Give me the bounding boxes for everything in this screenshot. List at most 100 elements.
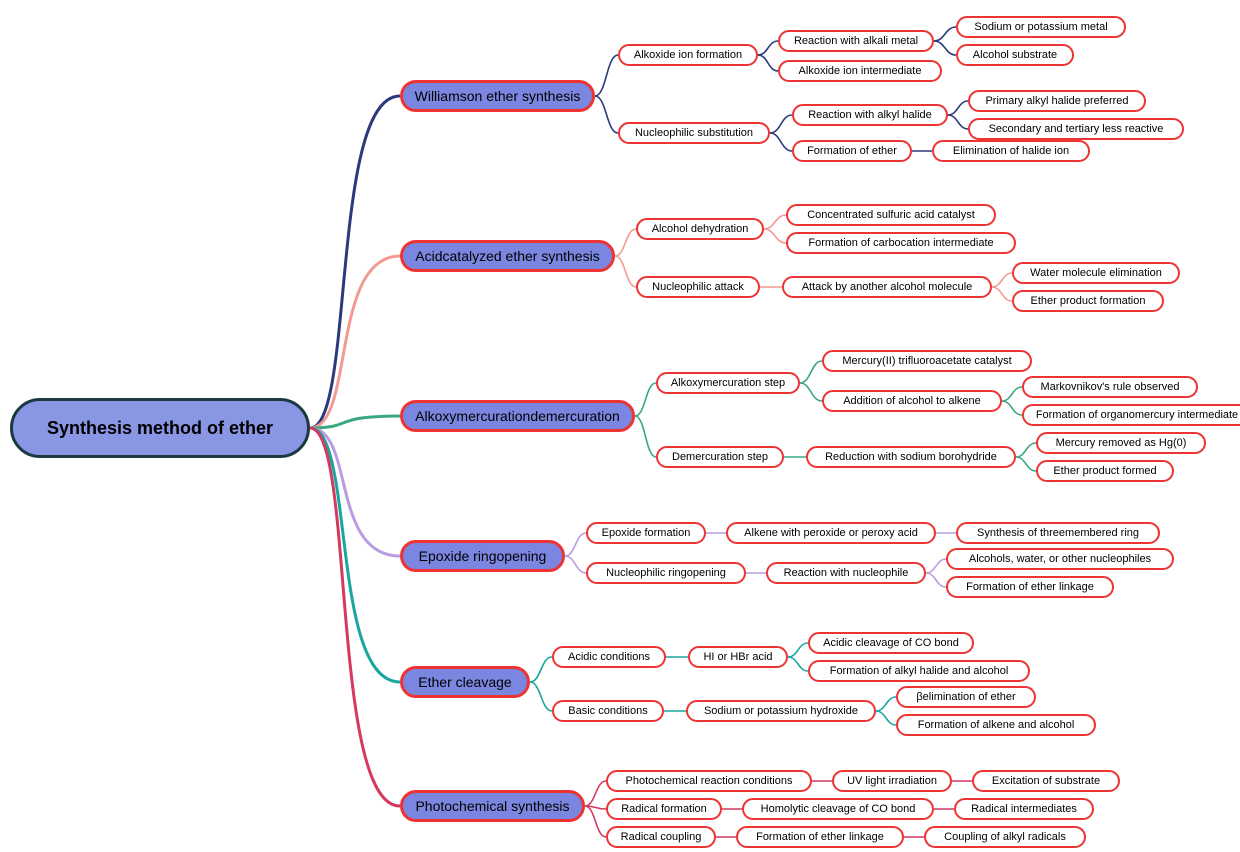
connector (948, 115, 968, 129)
mindmap-node: Formation of ether (792, 140, 912, 162)
connector (565, 533, 586, 556)
mindmap-node: Radical intermediates (954, 798, 1094, 820)
connector (758, 55, 778, 71)
connector (310, 96, 400, 428)
connector (926, 559, 946, 573)
connector (615, 229, 636, 256)
mindmap-node: Formation of alkyl halide and alcohol (808, 660, 1030, 682)
mindmap-node: Ether product formation (1012, 290, 1164, 312)
connector (615, 256, 636, 287)
mindmap-node: Sodium or potassium metal (956, 16, 1126, 38)
mindmap-node: Photochemical synthesis (400, 790, 585, 822)
mindmap-node: Sodium or potassium hydroxide (686, 700, 876, 722)
root-node: Synthesis method of ether (10, 398, 310, 458)
connector (585, 806, 606, 837)
mindmap-node: Alcohol substrate (956, 44, 1074, 66)
connector (595, 96, 618, 133)
mindmap-node: Water molecule elimination (1012, 262, 1180, 284)
connector (764, 215, 786, 229)
connector (310, 428, 400, 556)
mindmap-node: Photochemical reaction conditions (606, 770, 812, 792)
mindmap-node: Acidcatalyzed ether synthesis (400, 240, 615, 272)
mindmap-node: Alkoxymercuration step (656, 372, 800, 394)
connector (1016, 457, 1036, 471)
mindmap-node: Alkoxide ion intermediate (778, 60, 942, 82)
mindmap-node: Homolytic cleavage of CO bond (742, 798, 934, 820)
mindmap-node: Mercury(II) trifluoroacetate catalyst (822, 350, 1032, 372)
mindmap-node: Formation of ether linkage (946, 576, 1114, 598)
connector (565, 556, 586, 573)
connector (530, 657, 552, 682)
connector (934, 41, 956, 55)
mindmap-node: Alkoxide ion formation (618, 44, 758, 66)
connector (595, 55, 618, 96)
mindmap-node: Formation of alkene and alcohol (896, 714, 1096, 736)
connector (788, 657, 808, 671)
mindmap-node: Radical coupling (606, 826, 716, 848)
connector (310, 256, 400, 428)
connector (770, 133, 792, 151)
mindmap-node: Epoxide formation (586, 522, 706, 544)
connector (876, 697, 896, 711)
connector (926, 573, 946, 587)
mindmap-node: Acidic cleavage of CO bond (808, 632, 974, 654)
mindmap-node: Alcohol dehydration (636, 218, 764, 240)
mindmap-node: Markovnikov's rule observed (1022, 376, 1198, 398)
connector (800, 383, 822, 401)
connector (310, 416, 400, 428)
mindmap-node: Formation of ether linkage (736, 826, 904, 848)
connector (758, 41, 778, 55)
mindmap-node: Mercury removed as Hg(0) (1036, 432, 1206, 454)
mindmap-node: HI or HBr acid (688, 646, 788, 668)
mindmap-node: Formation of organomercury intermediate (1022, 404, 1240, 426)
mindmap-node: Basic conditions (552, 700, 664, 722)
mindmap-node: Nucleophilic ringopening (586, 562, 746, 584)
mindmap-node: Reduction with sodium borohydride (806, 446, 1016, 468)
mindmap-node: UV light irradiation (832, 770, 952, 792)
mindmap-node: Reaction with nucleophile (766, 562, 926, 584)
connector (934, 27, 956, 41)
connector (876, 711, 896, 725)
mindmap-node: Ether cleavage (400, 666, 530, 698)
mindmap-node: βelimination of ether (896, 686, 1036, 708)
mindmap-node: Nucleophilic substitution (618, 122, 770, 144)
mindmap-node: Epoxide ringopening (400, 540, 565, 572)
mindmap-node: Secondary and tertiary less reactive (968, 118, 1184, 140)
connector (530, 682, 552, 711)
mindmap-node: Formation of carbocation intermediate (786, 232, 1016, 254)
mindmap-node: Demercuration step (656, 446, 784, 468)
mindmap-node: Synthesis of threemembered ring (956, 522, 1160, 544)
mindmap-node: Alcohols, water, or other nucleophiles (946, 548, 1174, 570)
mindmap-node: Addition of alcohol to alkene (822, 390, 1002, 412)
mindmap-node: Acidic conditions (552, 646, 666, 668)
connector (788, 643, 808, 657)
mindmap-node: Alkene with peroxide or peroxy acid (726, 522, 936, 544)
connector (310, 428, 400, 682)
mindmap-node: Radical formation (606, 798, 722, 820)
connector (764, 229, 786, 243)
connector (770, 115, 792, 133)
connector (800, 361, 822, 383)
connector (310, 428, 400, 806)
connector (585, 806, 606, 809)
mindmap-node: Reaction with alkyl halide (792, 104, 948, 126)
mindmap-node: Concentrated sulfuric acid catalyst (786, 204, 996, 226)
connector (635, 383, 656, 416)
connector (992, 273, 1012, 287)
connector (585, 781, 606, 806)
mindmap-node: Excitation of substrate (972, 770, 1120, 792)
mindmap-node: Attack by another alcohol molecule (782, 276, 992, 298)
connector (1002, 401, 1022, 415)
mindmap-node: Primary alkyl halide preferred (968, 90, 1146, 112)
connector (948, 101, 968, 115)
connector (1002, 387, 1022, 401)
mindmap-node: Alkoxymercurationdemercuration (400, 400, 635, 432)
connector (1016, 443, 1036, 457)
mindmap-node: Ether product formed (1036, 460, 1174, 482)
connector (635, 416, 656, 457)
connector (992, 287, 1012, 301)
mindmap-node: Reaction with alkali metal (778, 30, 934, 52)
mindmap-node: Elimination of halide ion (932, 140, 1090, 162)
mindmap-node: Coupling of alkyl radicals (924, 826, 1086, 848)
mindmap-node: Nucleophilic attack (636, 276, 760, 298)
